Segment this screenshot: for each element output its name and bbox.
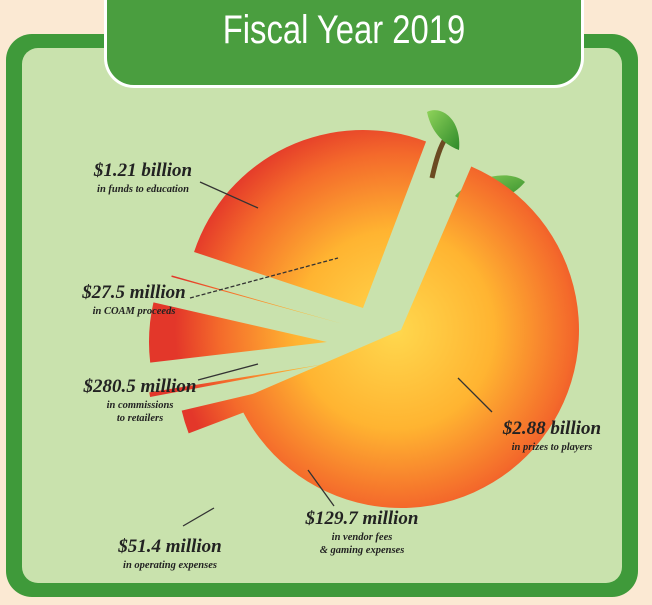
description-label-vendor: in vendor fees [332, 532, 393, 543]
pie-slice-vendor [181, 370, 355, 434]
description-label-coam: in COAM proceeds [93, 306, 176, 317]
description-label-operating: in operating expenses [123, 560, 217, 571]
value-label-coam: $27.5 million [81, 282, 185, 303]
description-label-vendor: & gaming expenses [320, 545, 405, 556]
leader-line-coam [189, 257, 339, 299]
leader-line-prizes [457, 377, 493, 413]
value-label-education: $1.21 billion [93, 160, 192, 181]
leaf-icon [427, 110, 460, 150]
value-label-commissions: $280.5 million [83, 376, 197, 397]
pie-slice-coam [171, 275, 343, 324]
description-label-commissions: in commissions [107, 400, 174, 411]
value-label-operating: $51.4 million [117, 536, 221, 557]
pie-slice-education [194, 130, 427, 308]
pie-slice-commissions [149, 302, 327, 363]
title-tab [104, 0, 584, 88]
value-label-vendor: $129.7 million [305, 508, 419, 529]
leader-line-operating [182, 507, 215, 527]
value-label-prizes: $2.88 billion [502, 418, 601, 439]
chart-title: Fiscal Year 2019 [222, 8, 466, 52]
peach-stem [429, 134, 450, 179]
pie-slice-operating [149, 364, 325, 398]
leader-line-education [199, 181, 259, 209]
pie-slice-prizes [237, 166, 579, 508]
description-label-education: in funds to education [97, 184, 189, 195]
description-label-prizes: in prizes to players [512, 442, 593, 453]
leader-line-vendor [307, 469, 335, 507]
description-label-commissions: to retailers [117, 413, 163, 424]
leader-line-commissions [197, 363, 259, 381]
